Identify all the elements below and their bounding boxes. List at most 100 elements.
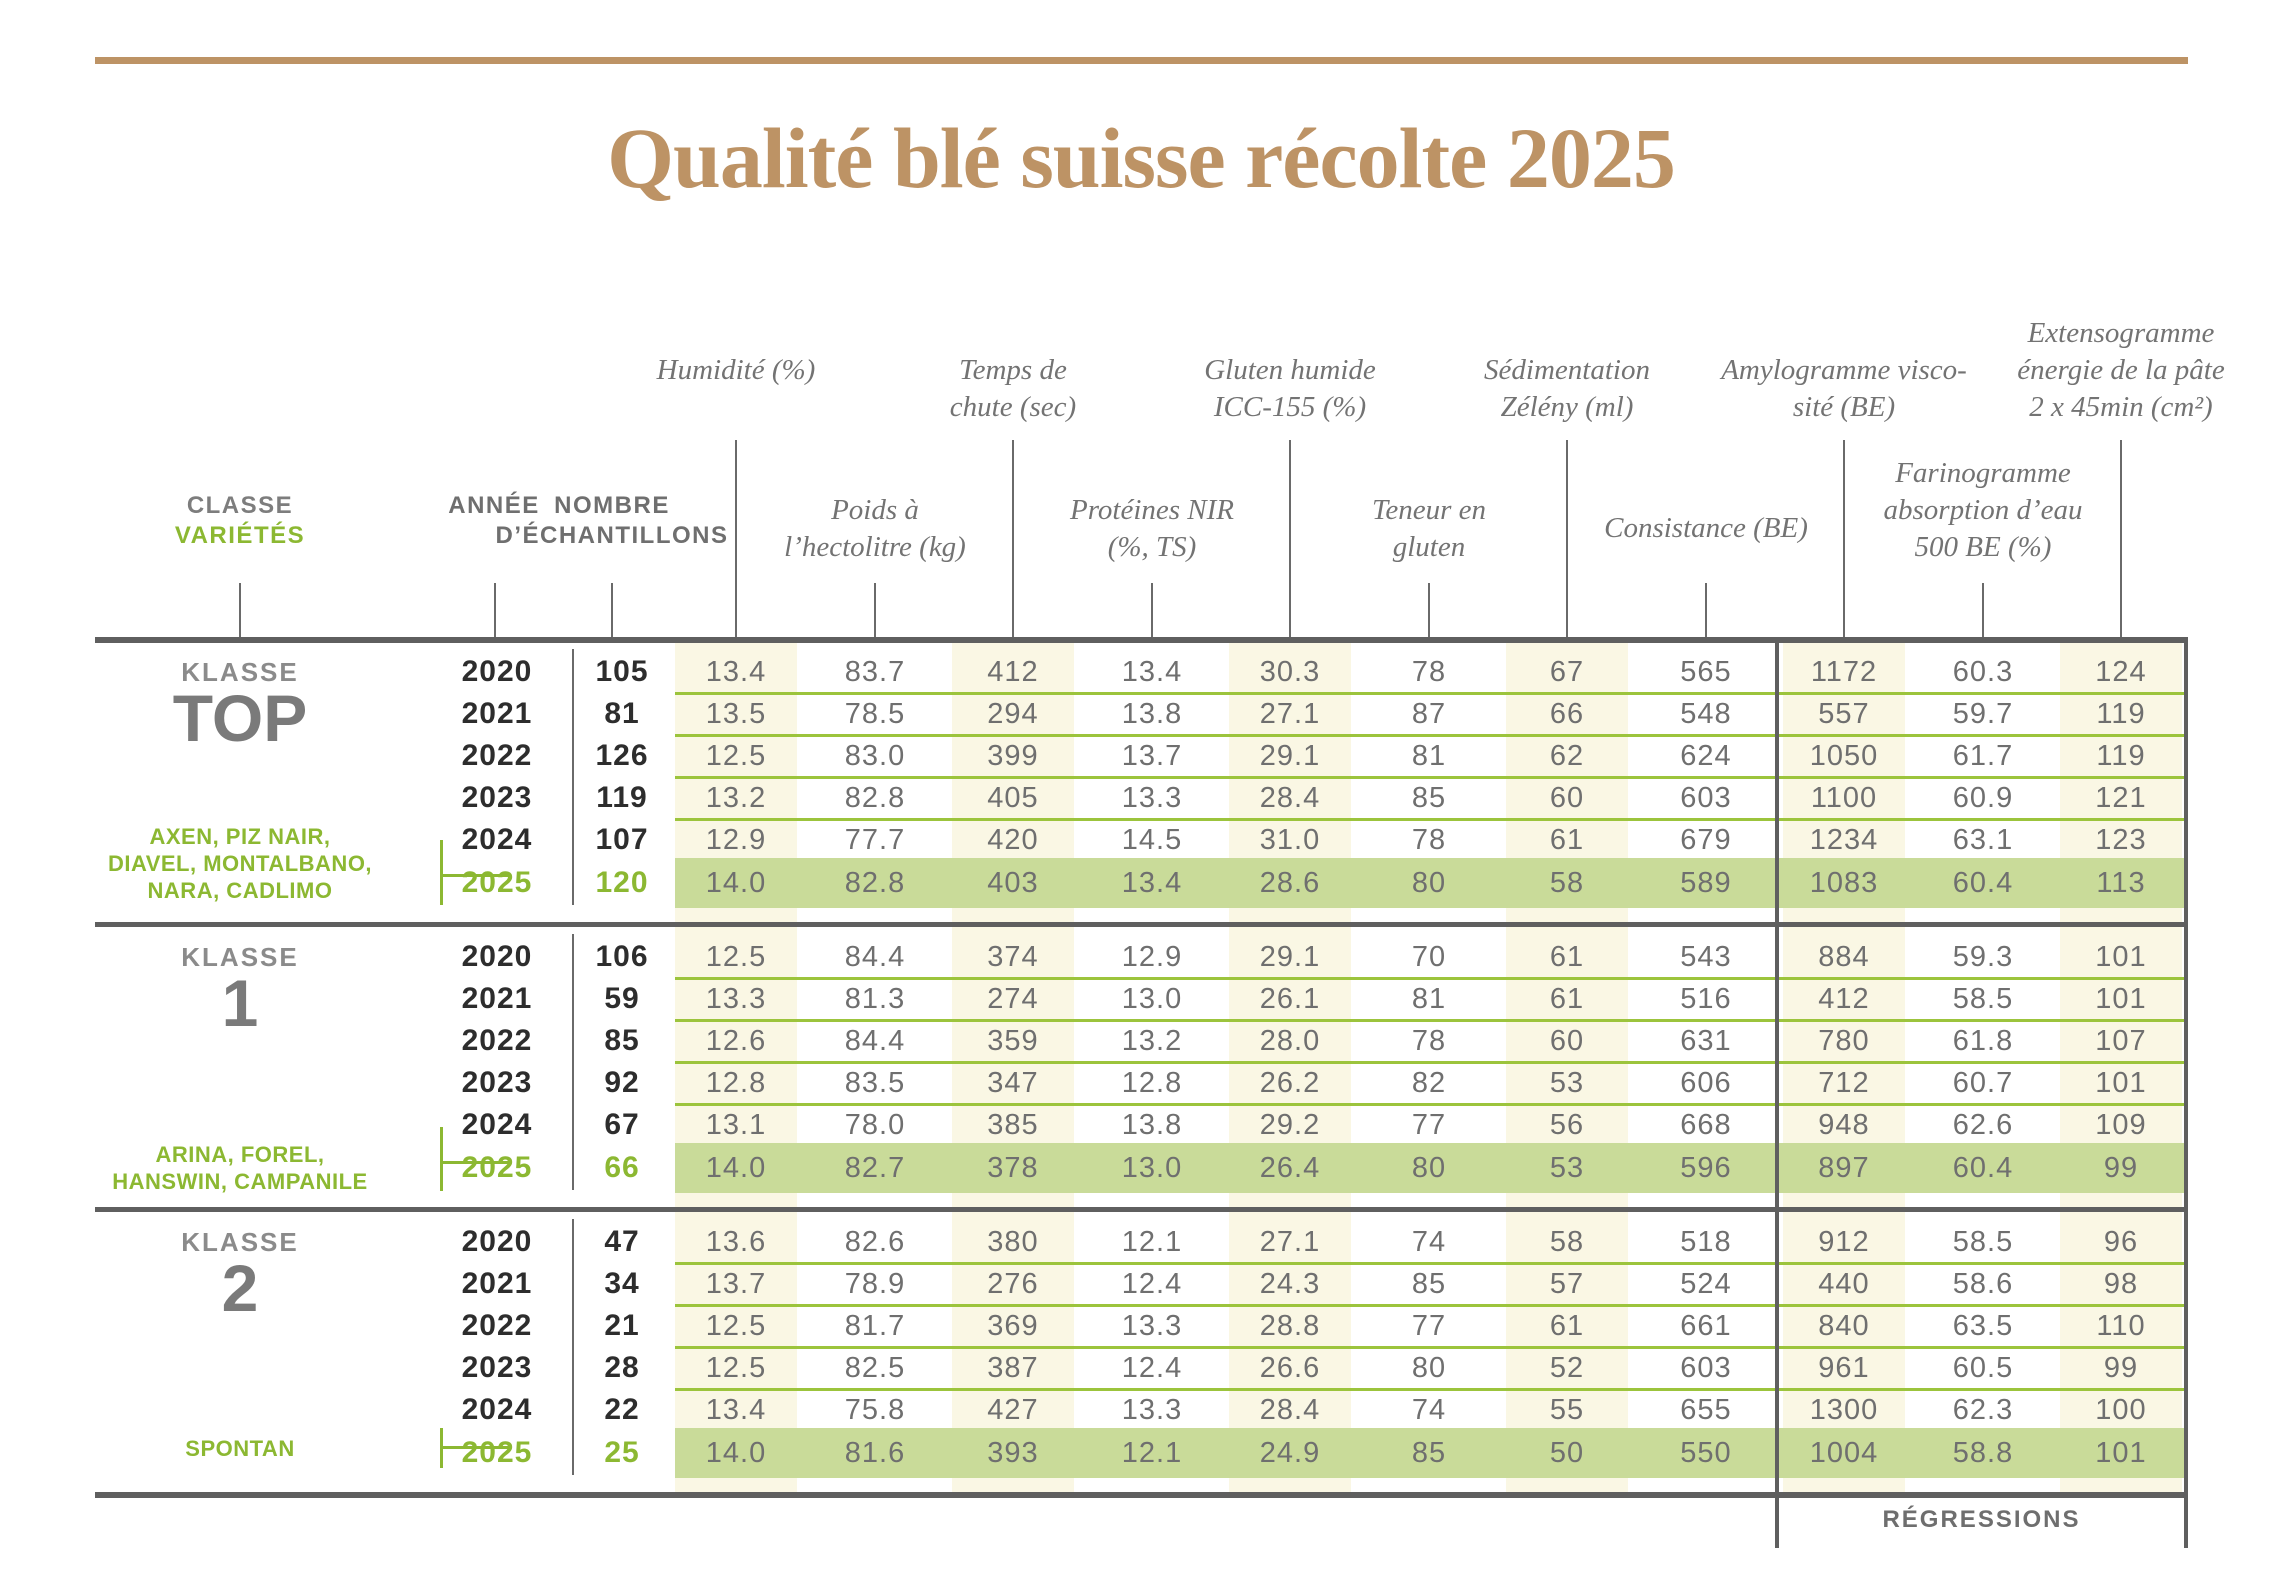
value-cell: 543: [1680, 941, 1732, 973]
header-line: Consistance (BE): [1604, 512, 1808, 544]
year-cell: 2024: [461, 823, 533, 856]
value-cell: 12.8: [705, 1067, 767, 1099]
value-cell: 61.7: [1952, 740, 2014, 772]
value-cell: 427: [987, 1394, 1039, 1426]
sample-count-cell: 67: [604, 1108, 640, 1141]
value-cell: 12.5: [705, 1310, 767, 1342]
value-cell: 550: [1680, 1437, 1732, 1469]
varieties-label: SPONTAN: [70, 1435, 410, 1462]
value-cell: 13.2: [1121, 1025, 1183, 1057]
column-header-humidite: Humidité (%): [606, 352, 866, 389]
value-cell: 60.9: [1952, 782, 2014, 814]
sample-count-cell: 34: [604, 1267, 640, 1300]
sample-count-cell: 126: [595, 739, 649, 772]
bracket-line: [440, 1161, 508, 1164]
row-separator: [675, 818, 2188, 821]
value-cell: 50: [1549, 1437, 1585, 1469]
varieties-line: ARINA, FOREL,: [155, 1142, 325, 1167]
value-cell: 1300: [1809, 1394, 1879, 1426]
value-cell: 99: [2103, 1152, 2139, 1184]
year-cell: 2022: [461, 1309, 533, 1342]
value-cell: 26.1: [1259, 983, 1321, 1015]
value-cell: 59.3: [1952, 941, 2014, 973]
header-line: ICC-155 (%): [1213, 391, 1367, 423]
value-cell: 405: [987, 782, 1039, 814]
table-top-border: [95, 637, 2188, 643]
value-cell: 59.7: [1952, 698, 2014, 730]
column-stripe-temps-de-chute: [952, 643, 1074, 1492]
amylogramme-tick: [1843, 440, 1845, 637]
value-cell: 884: [1818, 941, 1870, 973]
column-header-sedimentation: Sédimentation Zélény (ml): [1437, 352, 1697, 426]
value-cell: 13.0: [1121, 983, 1183, 1015]
value-cell: 13.3: [1121, 1310, 1183, 1342]
sample-count-cell: 21: [604, 1309, 640, 1342]
value-cell: 100: [2095, 1394, 2147, 1426]
value-cell: 897: [1818, 1152, 1870, 1184]
value-cell: 58: [1549, 867, 1585, 899]
value-cell: 13.4: [705, 1394, 767, 1426]
value-cell: 29.1: [1259, 740, 1321, 772]
value-cell: 110: [2096, 1310, 2146, 1342]
poids-tick: [874, 583, 876, 637]
value-cell: 85: [1411, 1437, 1447, 1469]
year-cell-2025: 2025: [461, 1151, 533, 1184]
value-cell: 961: [1818, 1352, 1870, 1384]
value-cell: 13.0: [1121, 1152, 1183, 1184]
value-cell: 440: [1818, 1268, 1870, 1300]
value-cell: 13.5: [705, 698, 767, 730]
class-label-big: TOP: [172, 681, 308, 755]
value-cell: 81.6: [844, 1437, 906, 1469]
value-cell: 631: [1680, 1025, 1732, 1057]
class-block-2: KLASSE 2 SPONTAN 2020 47 13.6 82.6 380 1…: [0, 1213, 2282, 1493]
year-cell: 2024: [461, 1393, 533, 1426]
value-cell: 516: [1680, 983, 1732, 1015]
sample-count-cell-2025: 25: [604, 1436, 640, 1469]
value-cell: 912: [1818, 1226, 1870, 1258]
column-header-amylogramme: Amylogramme visco- sité (BE): [1684, 352, 2004, 426]
value-cell: 87: [1411, 698, 1447, 730]
column-header-temps-de-chute: Temps de chute (sec): [883, 352, 1143, 426]
value-cell: 603: [1680, 1352, 1732, 1384]
value-cell: 12.9: [705, 824, 767, 856]
sample-count-cell: 106: [595, 940, 649, 973]
value-cell: 387: [987, 1352, 1039, 1384]
class-label-small: KLASSE: [181, 657, 299, 687]
value-cell: 53: [1549, 1067, 1585, 1099]
varieties-label: ARINA, FOREL, HANSWIN, CAMPANILE: [70, 1141, 410, 1195]
class-label-small: KLASSE: [181, 1227, 299, 1257]
value-cell: 62.3: [1952, 1394, 2014, 1426]
value-cell: 29.2: [1259, 1109, 1321, 1141]
row-separator: [675, 1061, 2188, 1064]
value-cell: 1004: [1809, 1437, 1879, 1469]
value-cell: 12.1: [1121, 1437, 1183, 1469]
value-cell: 85: [1411, 782, 1447, 814]
value-cell: 78.5: [844, 698, 906, 730]
nombre-header-label: NOMBRE: [554, 492, 670, 519]
value-cell: 606: [1680, 1067, 1732, 1099]
value-cell: 661: [1680, 1310, 1732, 1342]
value-cell: 948: [1818, 1109, 1870, 1141]
header-line: énergie de la pâte: [2017, 354, 2225, 386]
year-cell: 2020: [461, 655, 533, 688]
value-cell: 83.5: [844, 1067, 906, 1099]
column-stripe-gluten-humide: [1229, 643, 1351, 1492]
regressions-box-right-border: [2184, 637, 2188, 1548]
value-cell: 12.6: [705, 1025, 767, 1057]
value-cell: 78.9: [844, 1268, 906, 1300]
value-cell: 369: [987, 1310, 1039, 1342]
value-cell: 26.2: [1259, 1067, 1321, 1099]
value-cell: 77: [1411, 1310, 1447, 1342]
extensogramme-tick: [2120, 440, 2122, 637]
farinogramme-tick: [1982, 583, 1984, 637]
value-cell: 589: [1680, 867, 1732, 899]
value-cell: 420: [987, 824, 1039, 856]
value-cell: 82.5: [844, 1352, 906, 1384]
value-cell: 109: [2095, 1109, 2147, 1141]
value-cell: 101: [2095, 1067, 2147, 1099]
value-cell: 107: [2095, 1025, 2147, 1057]
row-separator: [675, 1262, 2188, 1265]
year-cell-2025: 2025: [461, 1436, 533, 1469]
sample-count-cell: 47: [604, 1225, 640, 1258]
value-cell: 780: [1818, 1025, 1870, 1057]
